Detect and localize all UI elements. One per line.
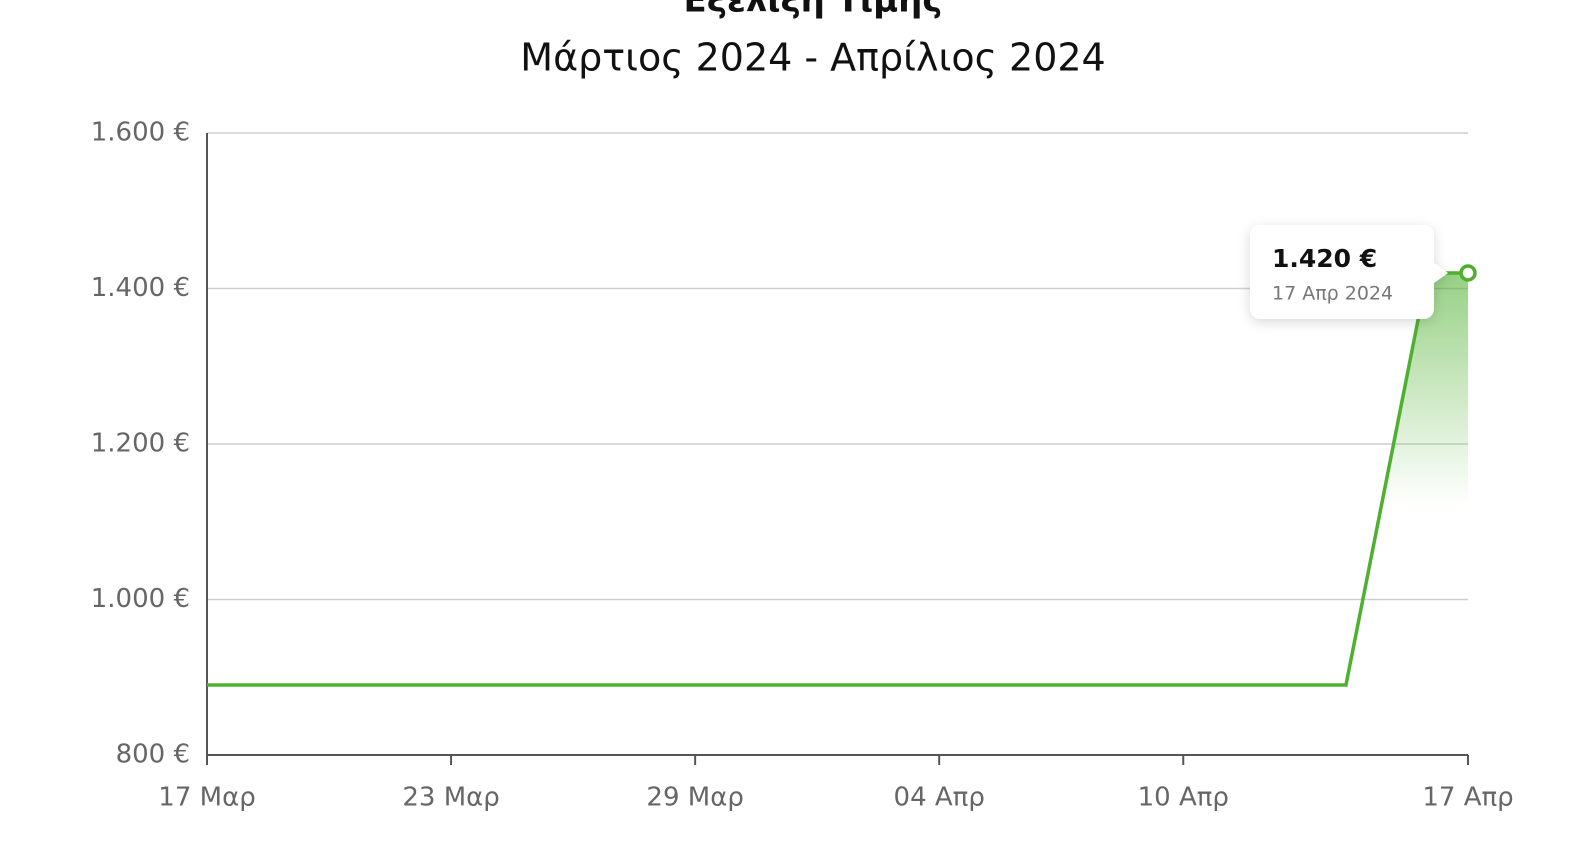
area: [207, 272, 1468, 755]
plot-area: 800 € 1.000 € 1.200 € 1.400 € 1.600 € 17 Μαρ 2…: [91, 118, 1514, 813]
y-tick-label: 800 €: [116, 740, 190, 770]
tooltip-value: 1.420 €: [1272, 244, 1377, 273]
chart-subtitle: Μάρτιος 2024 - Απρίλιος 2024: [520, 36, 1105, 80]
x-tick-label: 23 Μαρ: [402, 783, 499, 813]
point: [1459, 264, 1477, 282]
tooltip: 1.420 € 17 Απρ 2024: [1250, 224, 1448, 319]
x-tick-label: 17 Μαρ: [158, 783, 255, 813]
tooltip-box: [1250, 224, 1448, 319]
x-tick-label: 29 Μαρ: [646, 783, 743, 813]
y-tick-label: 1.600 €: [91, 118, 190, 148]
y-tick-label: 1.000 €: [91, 584, 190, 614]
line: [207, 271, 1468, 687]
y-tick-label: 1.200 €: [91, 429, 190, 459]
x-tick-label: 17 Απρ: [1422, 783, 1513, 813]
x-tick-label: 10 Απρ: [1138, 783, 1229, 813]
x-tick-label: 04 Απρ: [894, 783, 985, 813]
tooltip-date: 17 Απρ 2024: [1272, 282, 1393, 304]
chart-title: Εξέλιξη Τιμής: [684, 0, 943, 21]
y-tick-label: 1.400 €: [91, 273, 190, 303]
